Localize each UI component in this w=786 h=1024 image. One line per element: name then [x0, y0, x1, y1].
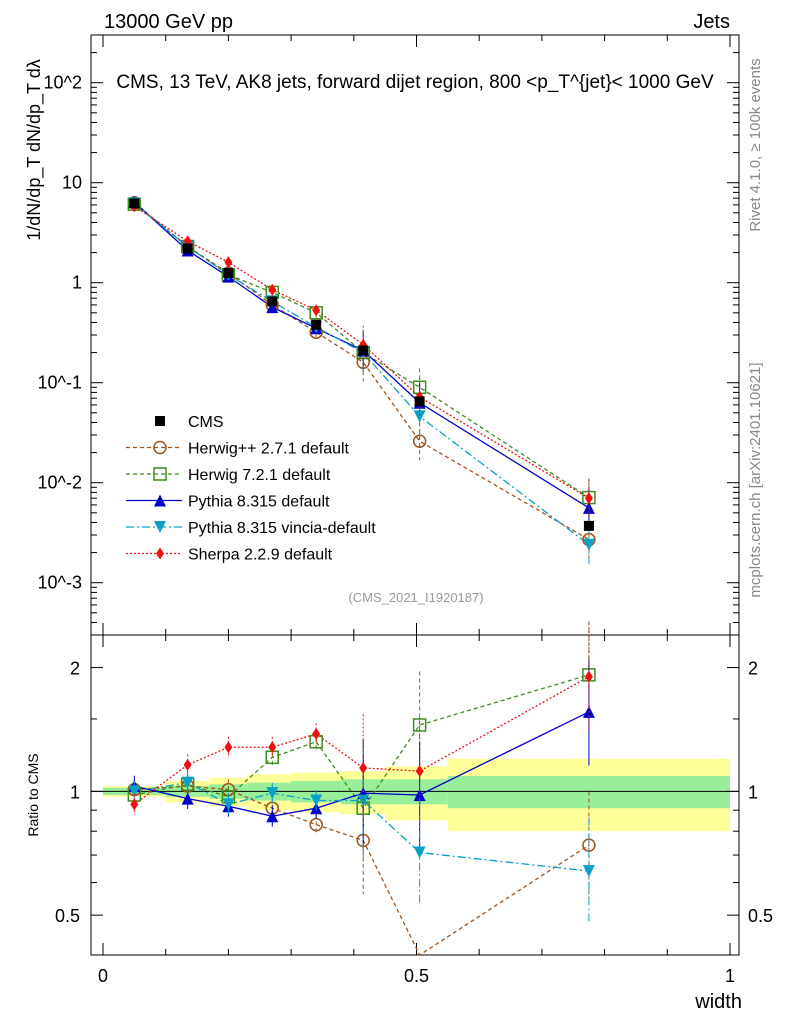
ratio-point — [130, 798, 139, 811]
cms-data-point — [311, 319, 322, 330]
mcplots-label: mcplots.cern.ch [arXiv:2401.10621] — [747, 362, 764, 597]
ratio-plot-frame — [90, 634, 740, 956]
series-line — [133, 202, 590, 546]
cms-data-point — [414, 396, 425, 407]
header-left: 13000 GeV pp — [104, 11, 233, 33]
ratio-point — [183, 758, 192, 771]
ratio-tick-label-right: 2 — [748, 659, 758, 679]
legend-label: Sherpa 2.2.9 default — [188, 547, 333, 564]
x-tick-label: 0 — [98, 966, 108, 986]
legend-label: Herwig 7.2.1 default — [188, 467, 331, 484]
y-tick-label: 10^2 — [44, 73, 82, 93]
ratio-point — [312, 727, 321, 740]
ratio-point — [582, 865, 595, 878]
ratio-point — [224, 741, 233, 754]
cms-data-point — [182, 243, 193, 254]
ratio-series-line — [134, 711, 590, 817]
legend: CMS Herwig++ 2.7.1 default Herwig 7.2.1 de… — [126, 414, 376, 564]
ratio-point — [359, 761, 368, 774]
legend-marker — [153, 440, 167, 455]
legend-label: Pythia 8.315 vincia-default — [188, 520, 376, 537]
ratio-point — [266, 810, 279, 823]
legend-label: Herwig++ 2.7.1 default — [188, 441, 350, 458]
series-point — [224, 256, 233, 269]
legend-label: CMS — [188, 414, 224, 431]
ratio-tick-label: 2 — [70, 659, 80, 679]
x-tick-label: 0.5 — [404, 966, 429, 986]
cms-data-point — [129, 198, 140, 209]
series-point — [584, 492, 593, 505]
ratio-point — [181, 776, 194, 789]
chart-title: CMS, 13 TeV, AK8 jets, forward dijet reg… — [116, 72, 714, 93]
series-line — [133, 201, 590, 509]
ratio-series-line — [133, 676, 590, 805]
ratio-point — [266, 787, 279, 800]
analysis-id: (CMS_2021_I1920187) — [348, 590, 483, 605]
series-point — [582, 538, 595, 551]
ratio-point — [310, 794, 323, 807]
x-axis-label: width — [694, 991, 742, 1013]
ratio-point — [415, 765, 424, 778]
series-line — [133, 205, 590, 499]
ratio-point — [357, 794, 370, 807]
legend-marker-cms — [155, 416, 165, 426]
ratio-series-line — [134, 674, 590, 810]
ratio-point — [268, 741, 277, 754]
y-tick-label: 10 — [62, 173, 82, 193]
y-tick-label: 10^-3 — [38, 573, 82, 593]
ratio-point — [128, 785, 141, 798]
ratio-series-line — [134, 781, 589, 872]
legend-label: Pythia 8.315 default — [188, 494, 330, 511]
series-line — [133, 202, 590, 541]
ratio-point — [309, 817, 323, 832]
legend-marker — [154, 494, 166, 507]
cms-data-point — [583, 520, 594, 531]
ratio-tick-label-right: 1 — [748, 782, 758, 802]
y-tick-label: 1 — [72, 273, 82, 293]
legend-marker — [156, 547, 164, 560]
ratio-point — [584, 670, 593, 683]
y-tick-label: 10^-2 — [38, 473, 82, 493]
ratio-point — [413, 846, 426, 859]
cms-data-point — [358, 345, 369, 356]
ratio-tick-label: 1 — [70, 782, 80, 802]
ratio-tick-label: 0.5 — [55, 906, 80, 926]
ratio-axis-label: Ratio to CMS — [25, 753, 41, 836]
cms-data-point — [223, 268, 234, 279]
main-plot-frame — [90, 34, 740, 636]
y-tick-label: 10^-1 — [38, 373, 82, 393]
rivet-label: Rivet 4.1.0, ≥ 100k events — [747, 58, 764, 231]
series-point — [312, 304, 321, 317]
series-point — [268, 283, 277, 296]
series-line — [133, 203, 590, 499]
y-axis-label: 1/dN/dp_T dN/dp_T dλ — [24, 59, 45, 240]
legend-marker — [154, 521, 166, 533]
ratio-point — [181, 792, 194, 805]
cms-data-point — [267, 296, 278, 307]
x-tick-label: 1 — [725, 966, 735, 986]
ratio-series-line — [134, 785, 590, 956]
header-right: Jets — [693, 11, 730, 33]
legend-marker — [153, 467, 167, 481]
ratio-point — [222, 798, 235, 811]
series-point — [413, 410, 426, 423]
ratio-tick-label-right: 0.5 — [748, 906, 773, 926]
